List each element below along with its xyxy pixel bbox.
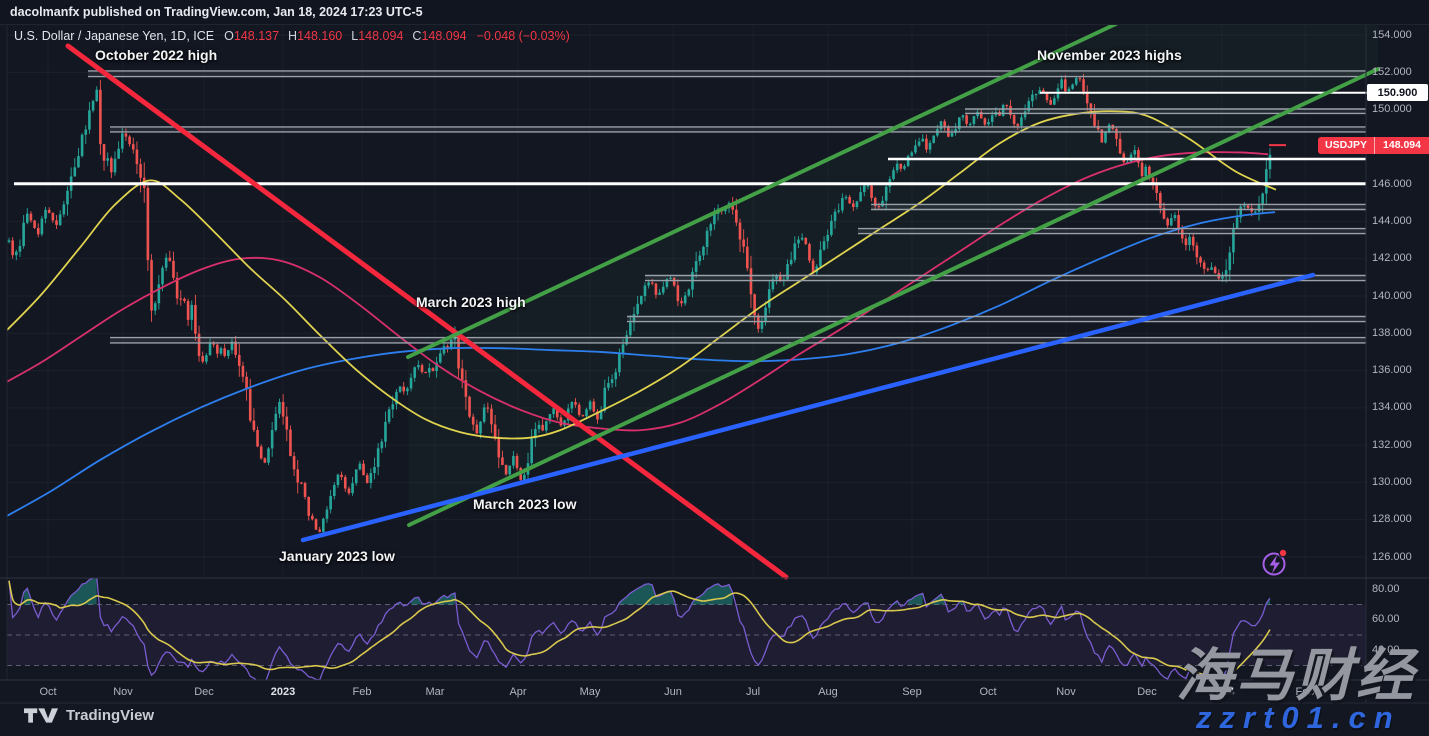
price-axis-label: 134.000 xyxy=(1372,401,1412,414)
time-axis-label: 2023 xyxy=(270,686,296,698)
rsi-ma-line xyxy=(8,580,1271,678)
ohlc-values: O148.137 H148.160 L148.094 C148.094 xyxy=(224,29,467,43)
price-change: −0.048 (−0.03%) xyxy=(476,29,570,43)
time-axis-label: Aug xyxy=(818,686,838,698)
price-axis-label: 138.000 xyxy=(1372,326,1412,339)
annotation-march-2023-high: March 2023 high xyxy=(416,294,526,310)
time-axis-label: May xyxy=(579,686,601,698)
time-axis-label: Feb xyxy=(352,686,372,698)
support-resistance xyxy=(14,70,1368,344)
time-axis-label: Mar xyxy=(425,686,445,698)
watermark-chinese: 海马财经 xyxy=(1176,644,1416,708)
publish-bar: dacolmanfx published on TradingView.com,… xyxy=(0,0,1429,25)
annotation-january-2023-low: January 2023 low xyxy=(279,548,395,564)
time-axis-label: Nov xyxy=(1056,686,1076,698)
flash-icon[interactable] xyxy=(1262,548,1288,576)
rsi-pane xyxy=(7,578,1366,680)
rsi-axis-label: 40.00 xyxy=(1372,643,1400,656)
symbol-ticker: USDJPY xyxy=(1325,139,1368,152)
channel-lower xyxy=(407,67,1380,527)
rsi-axis-label: 60.00 xyxy=(1372,613,1400,626)
last-price-badge: USDJPY 148.094 xyxy=(1318,136,1429,154)
watermark-url: zzrt01.cn xyxy=(1196,700,1401,735)
price-axis-label: 150.000 xyxy=(1372,103,1412,116)
tradingview-logo-icon xyxy=(24,708,58,723)
time-axis-label: Dec xyxy=(194,686,214,698)
price-axis-label: 136.000 xyxy=(1372,364,1412,377)
price-axis-label: 130.000 xyxy=(1372,475,1412,488)
october-2022-downtrend xyxy=(65,43,789,580)
ma-100 xyxy=(7,151,1269,432)
annotation-october-2022-high: October 2022 high xyxy=(95,47,218,63)
grid xyxy=(7,34,1366,558)
moving-averages xyxy=(7,110,1277,517)
symbol-header: U.S. Dollar / Japanese Yen, 1D, ICE O148… xyxy=(14,29,570,43)
ma-200 xyxy=(7,211,1276,517)
annotation-march-2023-low: March 2023 low xyxy=(473,496,577,512)
price-axis-label: 142.000 xyxy=(1372,252,1412,265)
price-axis-label: 128.000 xyxy=(1372,513,1412,526)
january-2023-uptrend xyxy=(300,272,1316,543)
time-axis-label: Oct xyxy=(979,686,997,698)
channel-fill xyxy=(408,22,1378,525)
price-axis-label: 140.000 xyxy=(1372,289,1412,302)
time-axis-label: Jul xyxy=(745,686,761,698)
last-price-value: 148.094 xyxy=(1383,139,1421,152)
time-axis-label: Dec xyxy=(1137,686,1157,698)
price-axis-label: 154.000 xyxy=(1372,28,1412,41)
ma-50 xyxy=(7,110,1277,440)
price-axis-label: 126.000 xyxy=(1372,550,1412,563)
tradingview-logo[interactable]: TradingView xyxy=(24,707,154,724)
time-axis-label: Oct xyxy=(39,686,57,698)
publish-text: dacolmanfx published on TradingView.com,… xyxy=(10,5,423,19)
price-axis-label: 152.000 xyxy=(1372,65,1412,78)
symbol-title: U.S. Dollar / Japanese Yen, 1D, ICE xyxy=(14,29,215,43)
time-axis-label: Jun xyxy=(664,686,682,698)
annotation-november-2023-highs: November 2023 highs xyxy=(1037,47,1182,63)
price-level-badge: 150.900 xyxy=(1367,84,1428,102)
time-axis-label: Feb xyxy=(1295,686,1315,698)
time-axis-label: Apr xyxy=(509,686,527,698)
channel-upper xyxy=(406,20,1122,359)
time-axis-label: Nov xyxy=(113,686,133,698)
tradingview-logo-text: TradingView xyxy=(66,707,155,724)
rsi-axis-label: 80.00 xyxy=(1372,582,1400,595)
price-axis-label: 144.000 xyxy=(1372,214,1412,227)
price-axis-label: 146.000 xyxy=(1372,177,1412,190)
rsi-line xyxy=(8,578,1271,680)
time-axis-label: Sep xyxy=(902,686,922,698)
time-axis-label: 2024 xyxy=(1209,686,1235,698)
price-axis-label: 132.000 xyxy=(1372,438,1412,451)
